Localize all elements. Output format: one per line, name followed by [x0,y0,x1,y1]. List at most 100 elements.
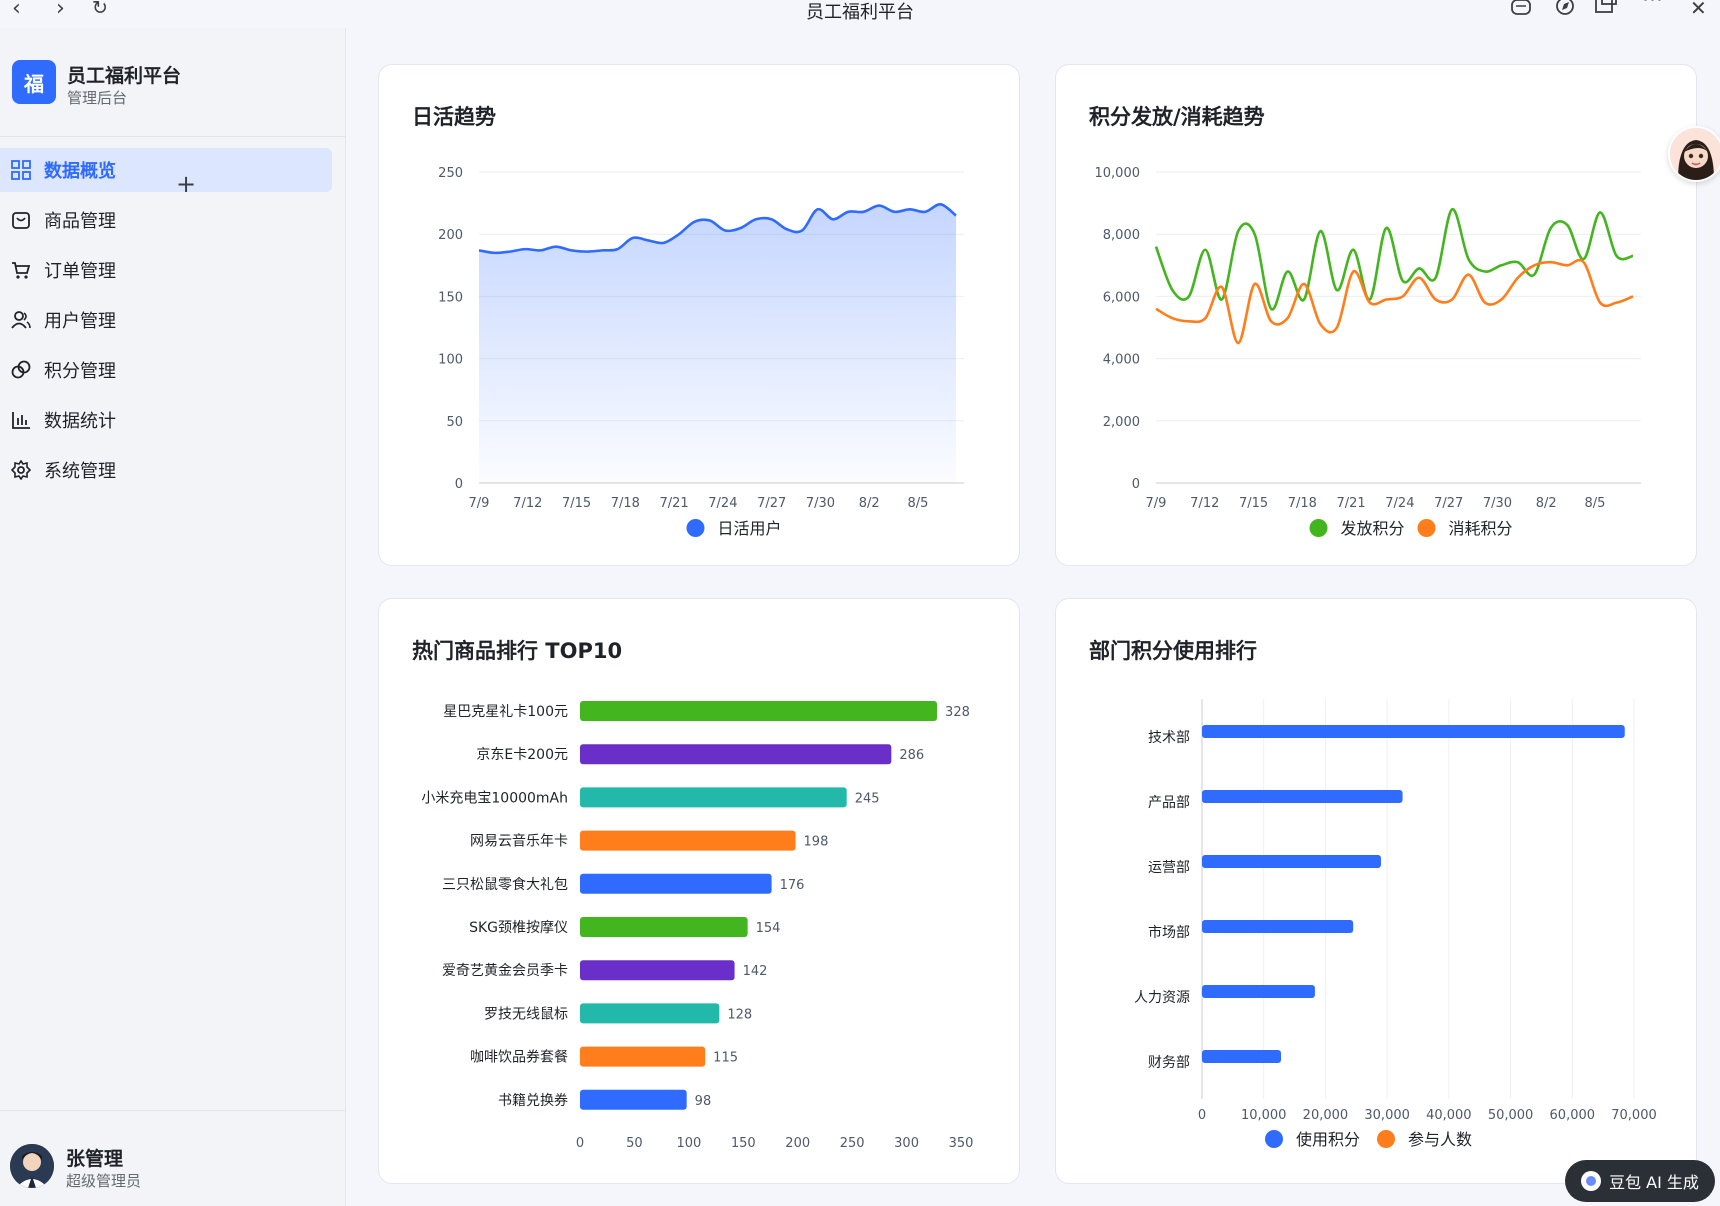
bar [580,787,847,808]
nav-label: 数据统计 [44,411,116,432]
card-dept: 部门积分使用排行 0 10,000 20,000 30,000 40,000 50,000… [1055,598,1697,1184]
category-label: 书籍兑换券 [498,1092,568,1109]
category-label: 小米充电宝10000mAh [421,790,568,806]
category-label: 技术部 [1148,730,1190,746]
ai-generated-badge[interactable]: 豆包 AI 生成 [1565,1160,1715,1202]
x-tick-label: 7/30 [1483,496,1512,511]
nav-item-points[interactable]: 积分管理 [0,348,332,392]
y-tick-label: 250 [438,166,463,181]
bar [580,701,938,721]
nav-item-stats[interactable]: 数据统计 [0,398,332,442]
user-role: 超级管理员 [66,1172,142,1190]
x-tick-label: 10,000 [1241,1108,1287,1123]
data-label: 198 [804,835,829,850]
card-title: 热门商品排行 TOP10 [412,639,623,663]
x-tick-label: 7/15 [1239,496,1268,511]
bar [580,830,796,851]
nav-label: 系统管理 [44,461,116,482]
legend-marker [686,519,705,537]
window-title: 员工福利平台 [806,2,914,23]
more-icon[interactable]: ··· [1642,0,1663,13]
x-tick-label: 60,000 [1550,1108,1596,1123]
x-tick-label: 0 [1198,1108,1206,1123]
bar-chart-icon [10,409,32,431]
close-icon[interactable]: ✕ [1690,0,1707,20]
bar [580,873,772,894]
x-tick-label: 0 [576,1136,584,1151]
y-tick-label: 200 [438,228,463,243]
card-title: 部门积分使用排行 [1089,639,1257,663]
card-top10: 热门商品排行 TOP10 星巴克星礼卡100元 328 京东E卡200元 286 小米充… [378,598,1020,1184]
add-icon[interactable]: + [176,170,197,198]
nav-item-dashboard[interactable]: 数据概览 [0,148,332,192]
x-tick-label: 8/5 [1585,496,1606,511]
nav-item-orders[interactable]: 订单管理 [0,248,332,292]
users-icon [10,309,32,331]
data-label: 115 [713,1051,738,1066]
card-dau: 日活趋势 0 50 100 150 200 250 7/9 7/12 7/15 7/18 7/21 7… [378,64,1020,566]
bar [580,1046,706,1067]
x-tick-label: 7/27 [757,496,786,511]
x-tick-label: 7/30 [806,496,835,511]
x-tick-label: 20,000 [1303,1108,1349,1123]
y-tick-label: 100 [438,353,463,368]
x-tick-label: 7/21 [1337,496,1366,511]
forward-icon[interactable]: › [56,0,65,21]
bar [1202,790,1403,803]
nav-label: 订单管理 [44,261,116,282]
compass-icon[interactable] [1556,0,1574,15]
divider [0,136,345,137]
back-icon[interactable]: ‹ [12,0,21,21]
gear-icon [10,459,32,481]
nav-item-system[interactable]: 系统管理 [0,448,332,492]
ai-icon [1581,1171,1602,1191]
x-tick-label: 7/27 [1434,496,1463,511]
category-label: 市场部 [1148,924,1190,941]
x-tick-label: 8/2 [1536,496,1557,511]
refresh-icon[interactable]: ↻ [92,0,108,19]
nav-label: 积分管理 [44,361,116,382]
card-title: 日活趋势 [412,105,496,129]
user-name: 张管理 [66,1148,124,1170]
assistant-avatar[interactable] [1668,126,1720,182]
x-tick-label: 8/2 [859,496,880,511]
series-line [478,203,957,255]
legend-label: 参与人数 [1408,1130,1472,1149]
category-label: 星巴克星礼卡100元 [443,704,568,720]
data-label: 328 [945,705,970,720]
x-tick-label: 7/24 [708,496,737,511]
category-label: SKG颈椎按摩仪 [469,919,568,936]
nav-label: 用户管理 [44,311,116,332]
legend-marker [1265,1130,1283,1148]
x-tick-label: 150 [731,1136,756,1151]
cart-icon [10,259,32,281]
y-tick-label: 2,000 [1103,415,1140,430]
y-tick-label: 150 [438,290,463,305]
nav-item-users[interactable]: 用户管理 [0,298,332,342]
card-title: 积分发放/消耗趋势 [1089,105,1265,129]
x-tick-label: 7/9 [1146,496,1167,511]
top10-bar-chart: 星巴克星礼卡100元 328 京东E卡200元 286 小米充电宝10000mAh 245… [421,701,973,1151]
bar [1202,1050,1281,1063]
x-tick-label: 40,000 [1426,1108,1472,1123]
series-line [1154,208,1634,311]
x-tick-label: 250 [840,1136,865,1151]
bar [580,917,748,937]
x-tick-label: 100 [676,1136,701,1151]
window-icon[interactable] [1595,0,1617,13]
card-points: 积分发放/消耗趋势 0 2,000 4,000 6,000 8,000 10,000 7/9… [1055,64,1697,566]
y-tick-label: 0 [455,477,463,492]
legend-label: 发放积分 [1341,519,1405,538]
y-tick-label: 4,000 [1103,353,1140,368]
chat-icon[interactable] [1511,0,1531,15]
series-line [1155,258,1634,345]
dashboard-icon [10,159,32,181]
points-line-chart: 0 2,000 4,000 6,000 8,000 10,000 7/9 7/12 7/15 7/… [1095,166,1641,538]
y-tick-label: 10,000 [1095,166,1141,181]
bar [1202,855,1381,868]
nav-item-products[interactable]: 商品管理 [0,198,332,242]
x-tick-label: 50,000 [1488,1108,1534,1123]
x-tick-label: 7/15 [562,496,591,511]
data-label: 98 [695,1094,712,1109]
category-label: 罗技无线鼠标 [484,1006,568,1022]
